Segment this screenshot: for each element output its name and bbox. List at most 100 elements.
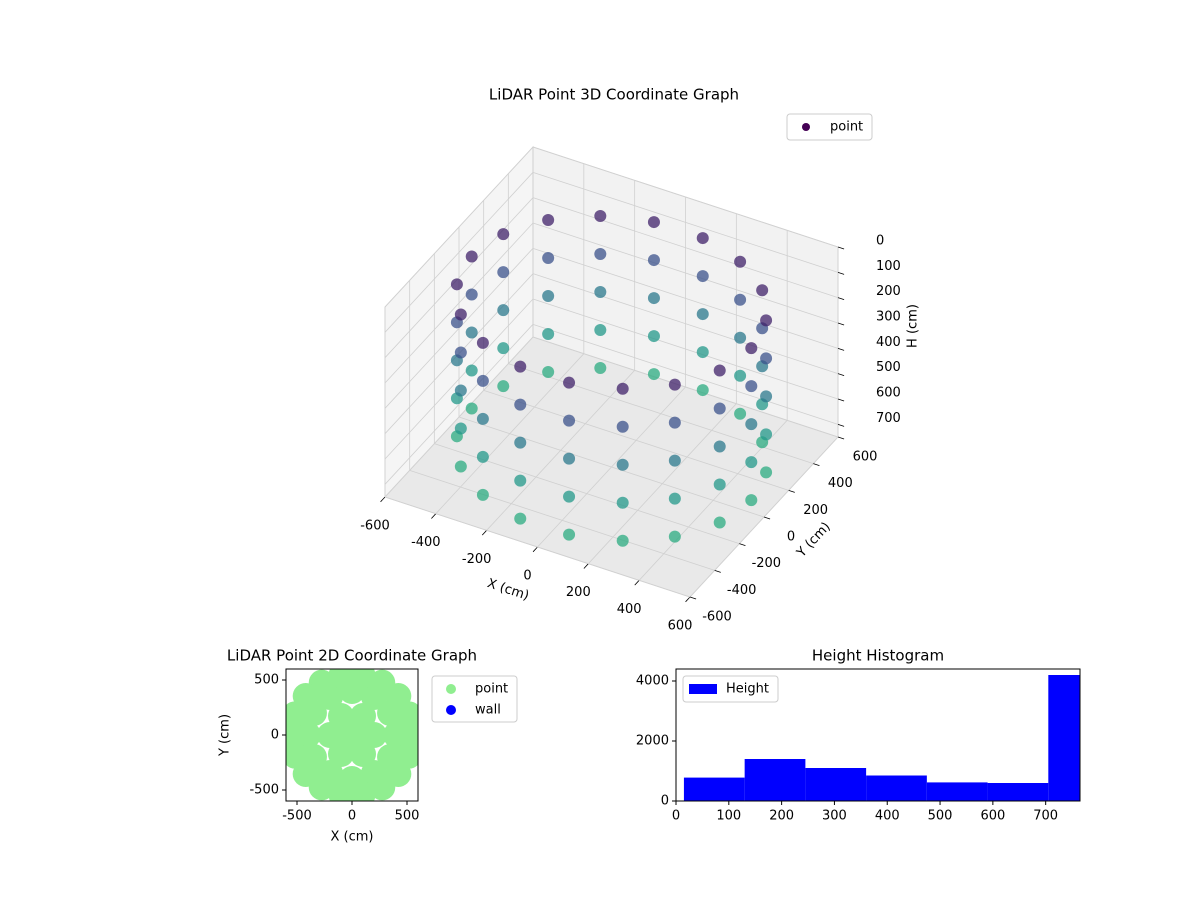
tick-mark [532, 546, 538, 553]
data-point [542, 366, 555, 379]
z-tick-label: 300 [876, 310, 901, 325]
x-tick-label: 400 [617, 602, 642, 617]
z-tick-label: 600 [876, 386, 901, 401]
x-tick-label: 500 [395, 809, 420, 824]
y-tick-label: 2000 [636, 734, 669, 749]
tick-mark [837, 322, 845, 326]
legend-marker [689, 684, 717, 694]
data-point [647, 254, 660, 267]
data-point [339, 722, 365, 748]
data-point [476, 412, 489, 425]
tick-mark [788, 489, 795, 493]
tick-mark [685, 596, 691, 603]
data-point [713, 478, 726, 491]
legend-box [786, 113, 873, 141]
tick-mark [837, 373, 845, 377]
data-point [594, 247, 607, 260]
data-point [647, 292, 660, 305]
bar [926, 782, 988, 801]
data-point [616, 534, 629, 547]
data-point [465, 288, 478, 301]
z-tick-label: 100 [876, 259, 901, 274]
data-point [317, 722, 343, 748]
tick-mark [763, 516, 771, 520]
grid-line [532, 146, 839, 248]
z-tick-label: 0 [876, 234, 884, 249]
y-tick-label: 400 [828, 476, 853, 491]
x-tick-label: -400 [411, 535, 441, 550]
grid-line [384, 197, 534, 358]
x-tick-label: -500 [282, 809, 312, 824]
data-point [563, 452, 576, 465]
data-point [454, 384, 467, 397]
y-tick-label: 0 [787, 530, 795, 545]
tick-mark [634, 580, 640, 586]
data-point [760, 466, 773, 479]
x-tick-label: 700 [1033, 809, 1058, 824]
axes-frame [675, 668, 1081, 802]
data-point [465, 326, 478, 339]
data-point [454, 346, 467, 359]
z-tick-label: 400 [876, 335, 901, 350]
data-point [350, 702, 376, 729]
y-tick-label: 0 [661, 794, 669, 809]
data-point [745, 418, 758, 431]
tick-mark [739, 543, 746, 547]
data-point [668, 416, 681, 429]
data-point [616, 382, 629, 395]
data-point [760, 352, 773, 365]
y-axis-label: Y (cm) [794, 520, 834, 562]
data-point [713, 402, 726, 415]
data-point [454, 422, 467, 435]
legend-marker [802, 123, 810, 131]
data-point [542, 252, 555, 265]
data-point [286, 722, 305, 748]
data-point [514, 436, 527, 449]
grid-line [384, 496, 691, 598]
y-tick-label: 500 [254, 673, 279, 688]
legend-label: point [830, 120, 863, 135]
data-point [734, 369, 747, 382]
chart-title: LiDAR Point 3D Coordinate Graph [489, 86, 739, 104]
data-point [594, 285, 607, 298]
data-point [369, 669, 396, 696]
data-point [563, 414, 576, 427]
grid-line [532, 273, 839, 375]
data-point [647, 216, 660, 229]
y-axis-label: Y (cm) [218, 714, 233, 757]
data-point [668, 530, 681, 543]
grid-line [409, 469, 715, 571]
data-point [696, 308, 709, 321]
data-point [328, 741, 354, 768]
legend-label: Height [726, 682, 769, 697]
grid-line [483, 389, 789, 491]
data-point [713, 440, 726, 453]
bar [1048, 675, 1080, 801]
data-point [514, 512, 527, 525]
x-tick-label: 200 [769, 809, 794, 824]
data-point [616, 420, 629, 433]
y-tick-label: -600 [702, 610, 732, 625]
grid-line [458, 416, 765, 518]
grid-line [532, 197, 839, 299]
data-point [713, 516, 726, 529]
x-tick-label: 200 [566, 585, 591, 600]
data-point [594, 323, 607, 336]
plot-area [286, 669, 418, 801]
data-point [734, 407, 747, 420]
legend-label: wall [475, 703, 501, 718]
x-tick-label: 600 [668, 619, 693, 634]
z-tick-label: 500 [876, 360, 901, 375]
data-point [350, 741, 376, 768]
data-point [696, 270, 709, 283]
data-point [454, 308, 467, 321]
data-point [465, 402, 478, 415]
data-point [476, 450, 489, 463]
x-tick-label: 0 [672, 809, 680, 824]
data-point [713, 364, 726, 377]
data-point [328, 669, 355, 689]
data-point [616, 496, 629, 509]
data-point [745, 380, 758, 393]
chart-title: LiDAR Point 2D Coordinate Graph [227, 647, 477, 665]
